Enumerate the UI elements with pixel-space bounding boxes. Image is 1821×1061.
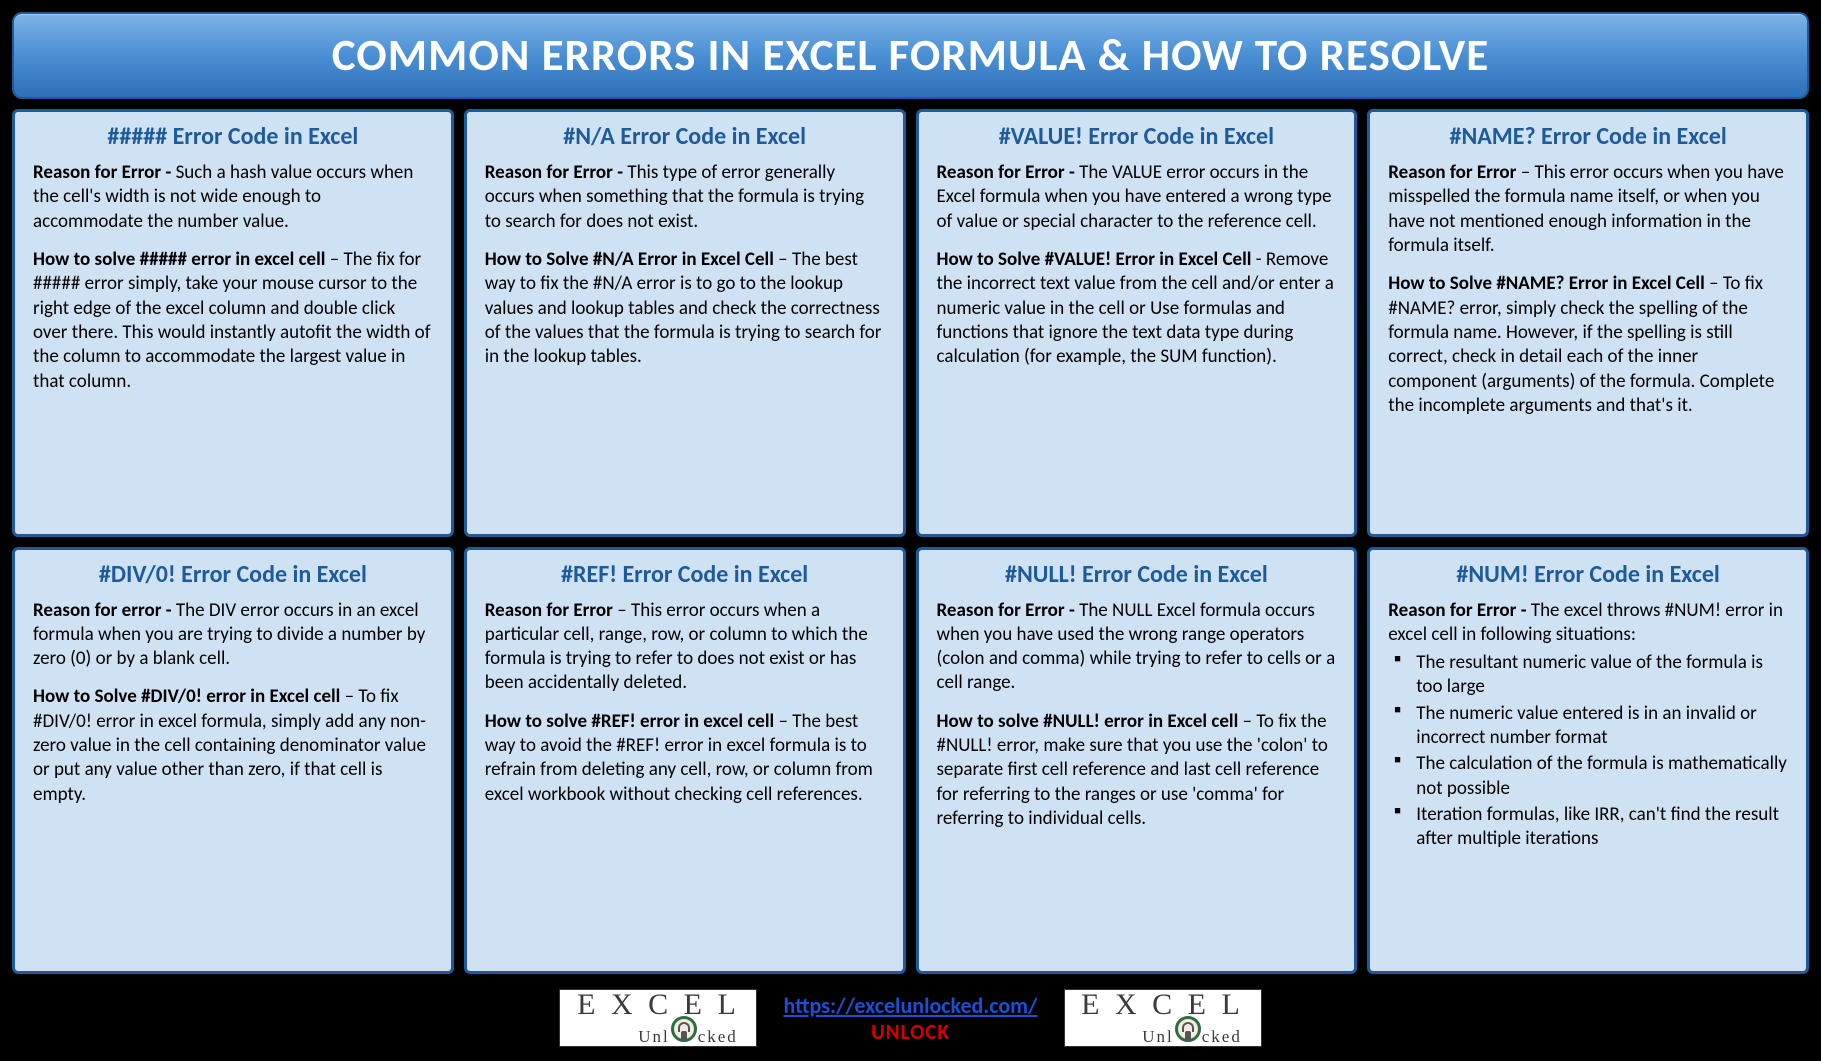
- solve-label: How to Solve #NAME? Error in Excel Cell: [1388, 272, 1705, 295]
- page-container: COMMON ERRORS IN EXCEL FORMULA & HOW TO …: [12, 12, 1809, 1049]
- card-title: #DIV/0! Error Code in Excel: [33, 560, 433, 589]
- footer-center: https://excelunlocked.com/ UNLOCK: [783, 992, 1037, 1045]
- card-title: #REF! Error Code in Excel: [485, 560, 885, 589]
- footer: E X C E L Unlcked https://excelunlocked.…: [12, 984, 1809, 1049]
- list-item: Iteration formulas, like IRR, can't find…: [1394, 803, 1788, 852]
- reason-label: Reason for Error -: [937, 599, 1080, 622]
- reason-sep: –: [1516, 161, 1534, 184]
- reason-label: Reason for Error -: [937, 161, 1080, 184]
- card-na: #N/A Error Code in Excel Reason for Erro…: [464, 109, 906, 537]
- card-title: #NUM! Error Code in Excel: [1388, 560, 1788, 589]
- page-title: COMMON ERRORS IN EXCEL FORMULA & HOW TO …: [12, 12, 1809, 99]
- solve-sep: –: [1238, 710, 1256, 733]
- reason-label: Reason for Error -: [485, 161, 628, 184]
- list-item: The resultant numeric value of the formu…: [1394, 651, 1788, 700]
- card-body: Reason for Error - This type of error ge…: [485, 161, 885, 370]
- card-null: #NULL! Error Code in Excel Reason for Er…: [916, 547, 1358, 975]
- card-title: ##### Error Code in Excel: [33, 122, 433, 151]
- logo-left: E X C E L Unlcked: [559, 989, 757, 1047]
- card-body: Reason for Error – This error occurs whe…: [1388, 161, 1788, 418]
- reason-label: Reason for Error -: [33, 161, 176, 184]
- card-name: #NAME? Error Code in Excel Reason for Er…: [1367, 109, 1809, 537]
- footer-link[interactable]: https://excelunlocked.com/: [783, 992, 1037, 1019]
- card-body: Reason for Error - The excel throws #NUM…: [1388, 599, 1788, 854]
- card-body: Reason for Error - The NULL Excel formul…: [937, 599, 1337, 832]
- solve-sep: -: [1251, 248, 1265, 271]
- solve-sep: –: [1705, 272, 1723, 295]
- card-body: Reason for error - The DIV error occurs …: [33, 599, 433, 808]
- logo-right: E X C E L Unlcked: [1064, 989, 1262, 1047]
- card-body: Reason for Error - The VALUE error occur…: [937, 161, 1337, 370]
- solve-label: How to Solve #VALUE! Error in Excel Cell: [937, 248, 1252, 271]
- card-value: #VALUE! Error Code in Excel Reason for E…: [916, 109, 1358, 537]
- logo-top-text: E X C E L: [1081, 992, 1244, 1018]
- footer-unlock: UNLOCK: [871, 1019, 950, 1045]
- cards-grid: ##### Error Code in Excel Reason for Err…: [12, 109, 1809, 974]
- reason-label: Reason for error -: [33, 599, 176, 622]
- solve-sep: –: [774, 710, 792, 733]
- card-title: #N/A Error Code in Excel: [485, 122, 885, 151]
- solve-label: How to Solve #DIV/0! error in Excel cell: [33, 685, 340, 708]
- card-num: #NUM! Error Code in Excel Reason for Err…: [1367, 547, 1809, 975]
- reason-sep: –: [613, 599, 631, 622]
- reason-label: Reason for Error -: [1388, 599, 1531, 622]
- card-div0: #DIV/0! Error Code in Excel Reason for e…: [12, 547, 454, 975]
- reason-label: Reason for Error: [1388, 161, 1516, 184]
- solve-label: How to solve #NULL! error in Excel cell: [937, 710, 1239, 733]
- solve-label: How to solve #REF! error in excel cell: [485, 710, 774, 733]
- lock-icon: [1175, 1016, 1201, 1042]
- list-item: The calculation of the formula is mathem…: [1394, 752, 1788, 801]
- num-bullets: The resultant numeric value of the formu…: [1388, 651, 1788, 852]
- logo-top-text: E X C E L: [577, 992, 740, 1018]
- solve-label: How to Solve #N/A Error in Excel Cell: [485, 248, 774, 271]
- card-title: #NULL! Error Code in Excel: [937, 560, 1337, 589]
- card-ref: #REF! Error Code in Excel Reason for Err…: [464, 547, 906, 975]
- solve-sep: –: [774, 248, 792, 271]
- logo-bottom-text: Unlcked: [638, 1016, 738, 1044]
- card-title: #NAME? Error Code in Excel: [1388, 122, 1788, 151]
- card-body: Reason for Error – This error occurs whe…: [485, 599, 885, 808]
- card-hash: ##### Error Code in Excel Reason for Err…: [12, 109, 454, 537]
- lock-icon: [671, 1016, 697, 1042]
- logo-bottom-text: Unlcked: [1142, 1016, 1242, 1044]
- card-title: #VALUE! Error Code in Excel: [937, 122, 1337, 151]
- solve-sep: –: [325, 248, 343, 271]
- solve-sep: –: [340, 685, 358, 708]
- card-body: Reason for Error - Such a hash value occ…: [33, 161, 433, 394]
- solve-label: How to solve ##### error in excel cell: [33, 248, 325, 271]
- reason-label: Reason for Error: [485, 599, 613, 622]
- list-item: The numeric value entered is in an inval…: [1394, 702, 1788, 751]
